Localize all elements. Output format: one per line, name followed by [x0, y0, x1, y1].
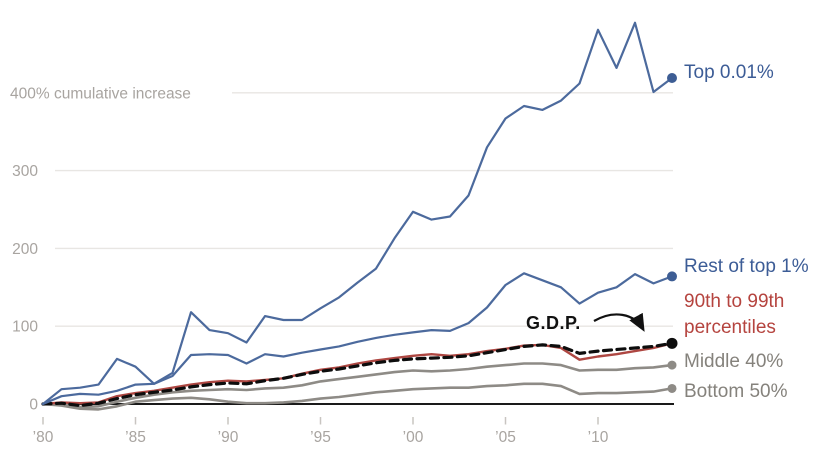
- label-bottom-50-percent: Bottom 50%: [684, 381, 788, 402]
- y-tick-label-100: 100: [12, 319, 38, 336]
- x-tick-label-2000: ’00: [403, 429, 424, 446]
- label-rest-of-top-1-percent: Rest of top 1%: [684, 256, 809, 277]
- x-tick-label-2010: ’10: [588, 429, 609, 446]
- end-dot-rest_top1: [667, 271, 677, 282]
- end-dot-middle40: [667, 360, 677, 370]
- end-dot-gdp: [666, 337, 678, 349]
- end-dot-bottom50: [667, 383, 677, 393]
- series-lines: [41, 21, 674, 411]
- y-tick-label-300: 300: [12, 163, 38, 180]
- end-dot-top001: [667, 73, 677, 84]
- x-tick-label-1985: ’85: [125, 429, 146, 446]
- y-tick-label-0: 0: [29, 397, 38, 414]
- series-line-rest_top1: [41, 272, 674, 406]
- label-top-0-01-percent: Top 0.01%: [684, 62, 774, 83]
- series-line-p90_99: [41, 342, 674, 406]
- x-tick-label-1990: ’90: [218, 429, 239, 446]
- series-line-bottom50: [41, 382, 674, 411]
- series-line-top001: [41, 21, 674, 406]
- label-middle-40-percent: Middle 40%: [684, 351, 784, 372]
- label-gdp: G.D.P.: [526, 313, 581, 333]
- series-end-dots: [666, 73, 678, 393]
- label-90th-to-99th-percentiles: 90th to 99th percentiles: [684, 291, 785, 338]
- x-tick-label-1995: ’95: [310, 429, 331, 446]
- y-axis-labels: 0 100 200 300 400% cumulative increase: [10, 85, 191, 413]
- x-axis-ticks: ’80 ’85 ’90 ’95 ’00 ’05 ’10: [33, 417, 609, 446]
- gridlines: [55, 92, 673, 327]
- x-tick-label-2005: ’05: [495, 429, 516, 446]
- y-tick-label-200: 200: [12, 241, 38, 258]
- y-tick-label-400: 400% cumulative increase: [10, 85, 191, 102]
- series-line-middle40: [41, 362, 674, 409]
- series-line-gdp: [41, 341, 674, 408]
- x-tick-label-1980: ’80: [33, 429, 54, 446]
- gdp-callout-arrow: [593, 312, 645, 332]
